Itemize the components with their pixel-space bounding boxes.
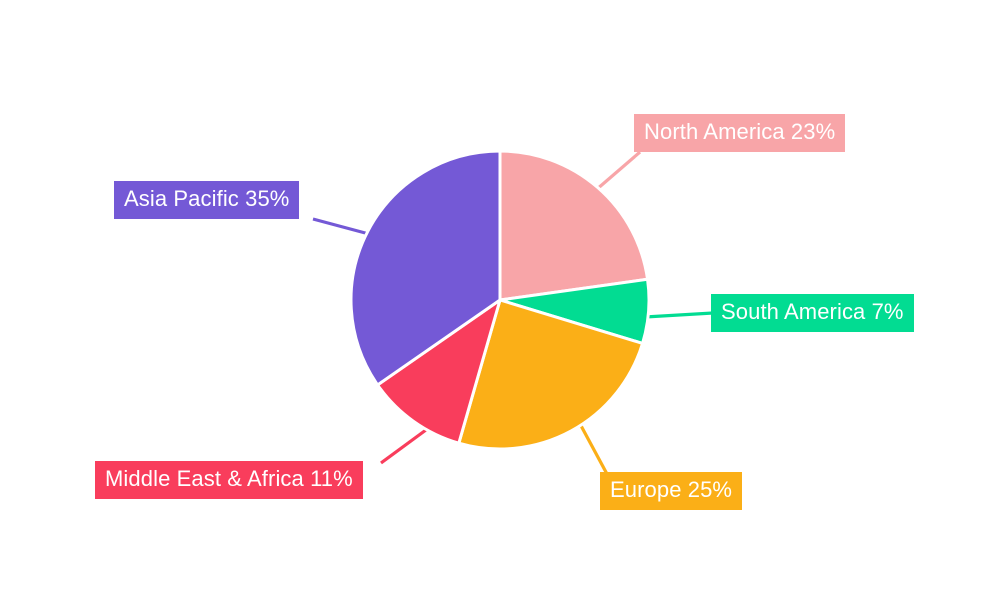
pie-slice-europe[interactable] [457, 298, 645, 451]
pie-slice-north-america[interactable] [498, 149, 650, 302]
pie-slices-group [349, 149, 651, 451]
pie-label-europe[interactable]: Europe 25% [600, 472, 743, 510]
leader-line-south-america [644, 311, 714, 319]
pie-slice-middle-east-africa[interactable] [376, 298, 502, 445]
leader-line-asia-pacific [312, 217, 370, 236]
pie-label-middle-east-africa[interactable]: Middle East & Africa 11% [95, 461, 363, 499]
pie-label-south-america[interactable]: South America 7% [711, 294, 914, 332]
leader-line-middle-east-africa [380, 425, 431, 465]
pie-label-north-america[interactable]: North America 23% [634, 114, 846, 152]
pie-label-asia-pacific[interactable]: Asia Pacific 35% [114, 181, 300, 219]
pie-slice-asia-pacific[interactable] [349, 149, 502, 387]
